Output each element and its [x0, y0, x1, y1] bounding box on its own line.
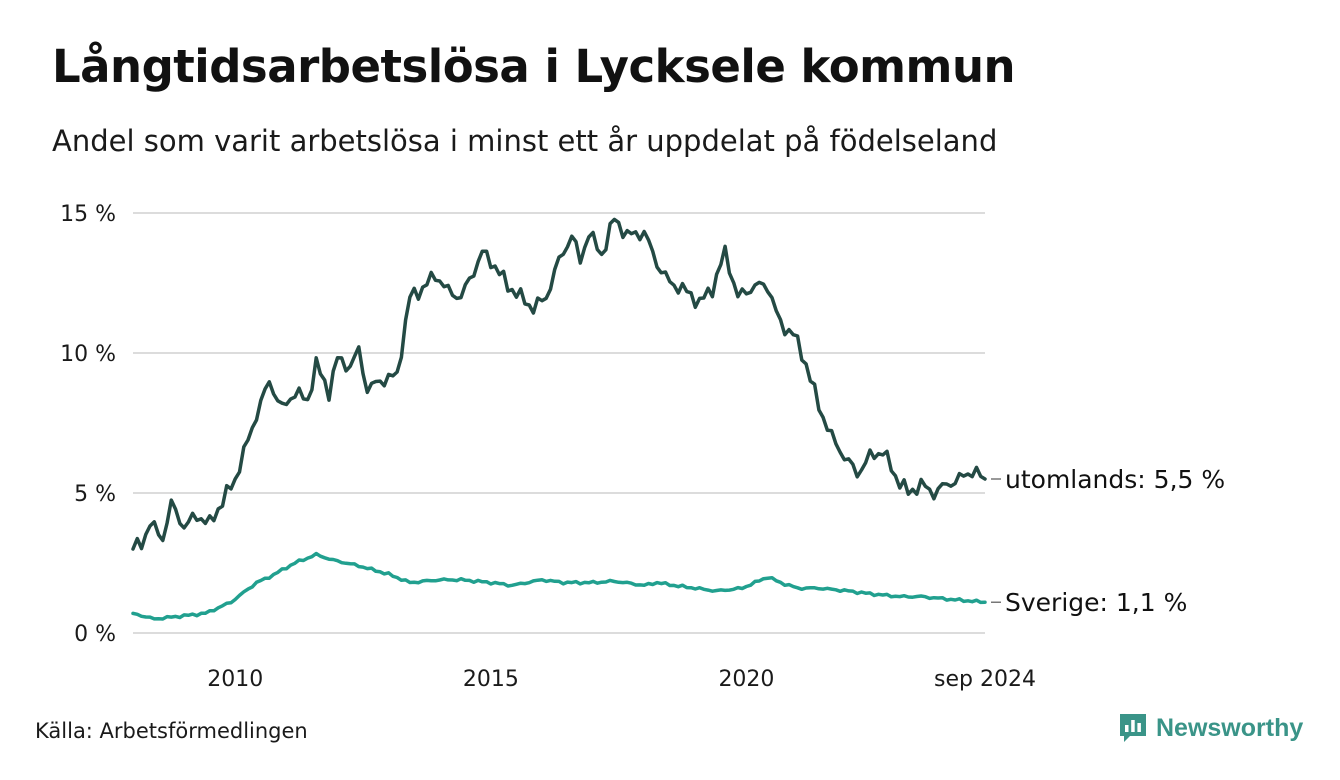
x-tick-label: 2020 — [718, 667, 774, 692]
series-end-label: Sverige: 1,1 % — [1005, 588, 1187, 617]
x-tick-label: 2015 — [463, 667, 519, 692]
source-note: Källa: Arbetsförmedlingen — [35, 719, 308, 743]
series-line-utomlands — [131, 217, 987, 551]
x-tick-label: sep 2024 — [934, 667, 1036, 692]
y-tick-label: 10 % — [60, 342, 116, 367]
y-tick-label: 0 % — [74, 622, 116, 647]
y-tick-label: 15 % — [60, 202, 116, 227]
series-line-sverige — [131, 551, 987, 621]
brand-name: Newsworthy — [1156, 713, 1304, 742]
x-tick-label: 2010 — [207, 667, 263, 692]
chart-subtitle: Andel som varit arbetslösa i minst ett å… — [52, 124, 998, 158]
series-end-label: utomlands: 5,5 % — [1005, 465, 1225, 494]
chart-title: Långtidsarbetslösa i Lycksele kommun — [52, 40, 1016, 93]
brand-logo[interactable]: Newsworthy — [1118, 712, 1303, 744]
line-chart: 0 % 5 % 10 % 15 % 2010 2015 2020 sep 2024 utomla… — [60, 202, 1225, 692]
y-tick-label: 5 % — [74, 482, 116, 507]
bar-chart-speech-bubble-icon — [1120, 714, 1146, 742]
